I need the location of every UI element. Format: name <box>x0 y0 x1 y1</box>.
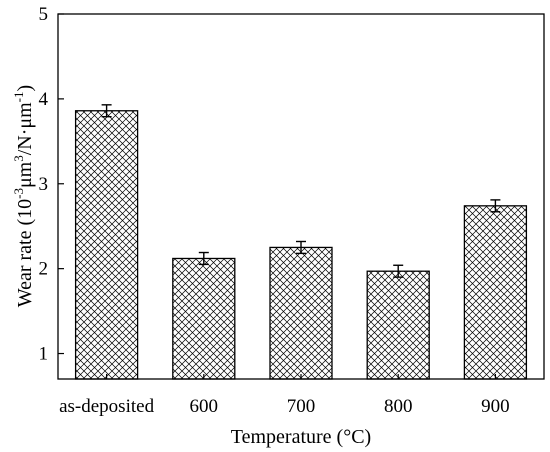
y-axis-ticks: 1 2 3 4 5 <box>39 4 65 365</box>
bar <box>173 258 235 379</box>
y-tick-label: 3 <box>39 174 49 195</box>
x-axis-tick-labels: as-deposited 600 700 800 900 <box>59 374 510 417</box>
y-tick-label: 1 <box>39 344 49 365</box>
x-tick-label: 600 <box>190 396 219 417</box>
x-axis-title: Temperature (°C) <box>231 426 371 448</box>
x-tick-label: as-deposited <box>59 396 154 417</box>
bar <box>270 247 332 379</box>
bar <box>76 111 138 379</box>
bar <box>367 271 429 379</box>
bar <box>464 206 526 379</box>
y-axis-title: Wear rate (10-3μm3/N·μm-1) <box>11 85 36 307</box>
x-tick-label: 800 <box>384 396 413 417</box>
error-bars <box>102 105 501 277</box>
y-tick-label: 5 <box>39 4 49 25</box>
x-tick-label: 700 <box>287 396 316 417</box>
y-tick-label: 2 <box>39 259 49 280</box>
y-tick-label: 4 <box>39 89 49 110</box>
x-tick-label: 900 <box>481 396 510 417</box>
